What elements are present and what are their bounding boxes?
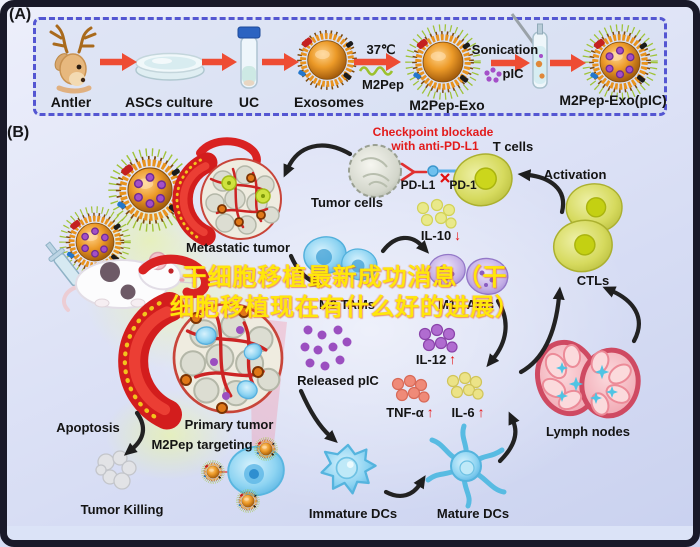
primary-tumor-label: Primary tumor <box>184 417 274 432</box>
bottom-band <box>7 526 693 540</box>
blocked-x-icon <box>440 173 450 183</box>
anti-pdl1-antibody-icon <box>400 162 428 182</box>
mature-dcs-label: Mature DCs <box>436 506 510 521</box>
m2pep-label: M2Pep <box>362 77 404 92</box>
watermark-text: 干细胞移植最新成功消息（干 细胞移植现在有什么好的进展） <box>140 263 550 323</box>
exosome-icon <box>298 32 355 87</box>
tumor-killing-label: Tumor Killing <box>80 502 164 517</box>
exosomes-label: Exosomes <box>293 94 365 110</box>
apoptotic-cell-icon <box>95 450 137 490</box>
m1-tams-label: M1 TAMs <box>437 297 495 312</box>
watermark-line1: 干细胞移植最新成功消息（干 <box>182 264 508 291</box>
antler-icon <box>49 24 97 94</box>
il6-dots <box>446 371 484 400</box>
uc-label: UC <box>238 94 260 110</box>
ctl-cell-icon <box>563 180 626 236</box>
m2pep-exo-label: M2Pep-Exo <box>409 97 485 113</box>
t-cell-icon <box>449 149 517 211</box>
m2pep-exo-icon <box>409 28 477 96</box>
m1-tam-cell-icon <box>428 253 513 300</box>
released-pic-label: Released pIC <box>297 373 379 388</box>
il12-dots <box>418 323 458 353</box>
primary-tumor-icon <box>125 254 287 462</box>
checkpoint-blockade-label: Checkpoint blockade <box>372 125 494 139</box>
anti-pdl1-label: with anti-PD-L1 <box>391 139 479 153</box>
pic-dots-icon <box>484 67 502 83</box>
tnf-up-arrow: ↑ <box>426 404 434 420</box>
ctl-cell-icon <box>551 217 615 275</box>
il10-dots <box>416 198 457 229</box>
released-pic-dots <box>300 325 352 371</box>
process-arrows <box>123 143 641 498</box>
apoptosis-label: Apoptosis <box>56 420 120 435</box>
watermark-line2: 细胞移植现在有什么好的进展） <box>170 294 520 321</box>
tnf-dots <box>391 374 430 403</box>
ctls-label: CTLs <box>576 273 610 288</box>
activation-label: Activation <box>543 167 607 182</box>
il10-label: IL-10 ↓ <box>420 227 462 243</box>
panel-b-label: (B) <box>7 124 30 141</box>
metastatic-tumor-icon <box>177 137 283 239</box>
panel-a-label: (A) <box>9 6 32 23</box>
temp-label: 37℃ <box>366 42 396 57</box>
il10-down-arrow: ↓ <box>454 227 462 243</box>
tumor-cells-label: Tumor cells <box>310 195 384 210</box>
petri-dish-icon <box>135 52 205 81</box>
il6-label: IL-6 ↑ <box>451 404 485 420</box>
pd1-receptor-icon <box>427 165 439 177</box>
lymph-nodes-icon <box>535 339 641 419</box>
flow-arrows <box>100 53 586 72</box>
pic-label: pIC <box>502 66 524 81</box>
m2-tams-label: M2 TAMs <box>318 297 376 312</box>
antler-label: Antler <box>50 94 92 110</box>
ascs-culture-label: ASCs culture <box>125 94 213 110</box>
sonication-label: Sonication <box>471 42 539 57</box>
tnf-alpha-label: TNF-α ↑ <box>386 404 434 420</box>
il6-up-arrow: ↑ <box>477 404 485 420</box>
tumor-cell-icon <box>348 144 402 198</box>
uc-tube-icon <box>237 26 261 89</box>
immature-dcs-label: Immature DCs <box>308 506 398 521</box>
m2pep-squiggle-icon <box>358 66 394 76</box>
sonication-tube-icon <box>510 13 548 89</box>
m2pep-exo-pic-label: M2Pep-Exo(pIC) <box>559 92 667 108</box>
il12-up-arrow: ↑ <box>449 351 457 367</box>
m2-tam-cell-icon <box>303 236 382 286</box>
m2pep-exo-pic-icon <box>586 28 654 96</box>
il12-label: IL-12 ↑ <box>415 351 457 367</box>
m2pep-targeting-label: M2Pep targeting <box>151 437 253 452</box>
lymph-nodes-label: Lymph nodes <box>545 424 631 439</box>
pd-1-label: PD-1 <box>449 178 477 192</box>
pd-l1-label: PD-L1 <box>400 178 436 192</box>
metastatic-tumor-label: Metastatic tumor <box>185 240 291 255</box>
m2pep-targeting-icon <box>201 437 285 513</box>
t-cells-label: T cells <box>492 139 534 154</box>
